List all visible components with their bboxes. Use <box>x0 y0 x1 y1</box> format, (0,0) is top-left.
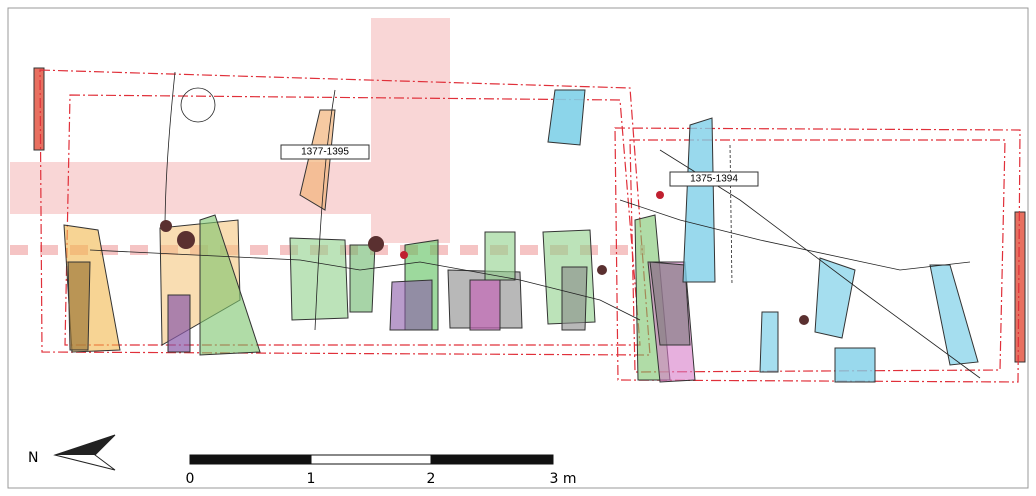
scale-bar <box>189 454 554 465</box>
slab <box>289 237 349 321</box>
slab <box>561 266 588 331</box>
slab <box>547 89 586 146</box>
pink-zone <box>10 162 450 214</box>
wall <box>1014 211 1026 363</box>
outline <box>614 127 1021 383</box>
slab <box>299 109 336 211</box>
slab <box>349 244 376 313</box>
north-label: N <box>28 450 38 466</box>
slabs <box>63 89 979 383</box>
label-box <box>669 171 759 187</box>
scale-label: 1 <box>307 471 316 487</box>
date-label: 1375-1394 <box>690 174 738 185</box>
outline <box>629 139 1006 373</box>
slab <box>682 117 716 283</box>
label-box <box>280 144 370 160</box>
north-arrow-fill <box>55 435 115 455</box>
scale-label: 0 <box>186 471 195 487</box>
slab <box>67 261 91 351</box>
slab <box>834 347 876 383</box>
slab <box>389 279 433 331</box>
date-label: 1377-1395 <box>301 147 349 158</box>
slab <box>167 294 191 353</box>
scale-label: 3 m <box>550 471 577 487</box>
slab <box>759 311 779 373</box>
scale-label: 2 <box>427 471 436 487</box>
slab <box>199 214 261 356</box>
slab <box>469 279 501 331</box>
slab <box>649 261 691 346</box>
wall <box>33 67 45 151</box>
slab <box>484 231 516 281</box>
slab <box>814 257 856 339</box>
posts <box>160 191 809 325</box>
